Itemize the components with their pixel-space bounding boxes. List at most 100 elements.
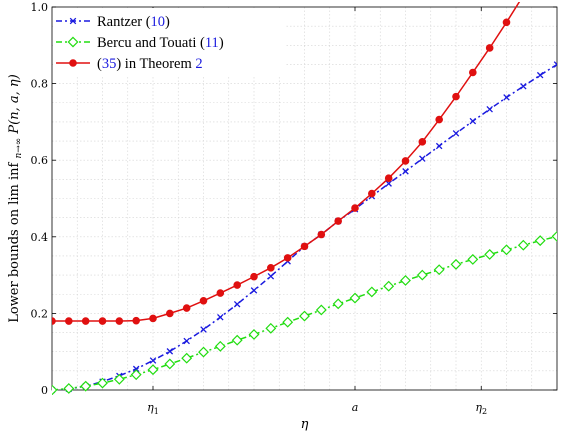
data-point (385, 180, 392, 187)
data-point (267, 272, 275, 280)
data-point (199, 296, 208, 305)
data-point (97, 377, 108, 389)
data-point (517, 239, 529, 251)
data-point (182, 304, 191, 312)
data-point (317, 230, 326, 239)
legend: Rantzer (10) Bercu and Touati (11) (35) in… (53, 8, 285, 76)
data-point (400, 275, 411, 286)
y-tick-label: 0.6 (31, 154, 49, 167)
tick-labels: 0 0.2 0.4 0.6 0.8 1.0 η1 a η2 (31, 1, 488, 416)
data-point (435, 142, 443, 150)
data-point (416, 269, 428, 281)
data-point (65, 317, 73, 325)
data-point (419, 155, 426, 162)
data-point (351, 204, 359, 212)
data-point (401, 157, 410, 165)
data-point (520, 83, 527, 90)
data-point (132, 365, 140, 373)
y-axis-label-main: Lower bounds on lim inf (7, 162, 22, 323)
y-tick-label: 0.2 (31, 307, 49, 320)
data-point (418, 138, 427, 146)
data-point (200, 326, 207, 333)
data-point (265, 322, 277, 334)
data-point (183, 337, 190, 345)
y-axis-label: Lower bounds on lim inf n→∞ P(n, a, η) (7, 74, 25, 323)
data-point (181, 352, 193, 364)
data-point (198, 346, 209, 358)
data-point (69, 17, 77, 25)
data-point (452, 130, 460, 137)
data-point (366, 286, 378, 298)
data-point (469, 117, 477, 125)
data-point (250, 287, 258, 294)
data-point (267, 264, 275, 272)
y-axis-label-sub: n→∞ (14, 138, 24, 159)
data-point (67, 36, 79, 48)
data-point (469, 68, 477, 77)
data-point (503, 94, 510, 101)
data-point (81, 317, 90, 325)
data-point (536, 71, 544, 79)
x-axis-label: η (301, 417, 309, 432)
data-point (113, 373, 125, 385)
data-point (384, 174, 393, 183)
data-point (334, 217, 342, 225)
data-point (553, 61, 557, 68)
data-point (486, 106, 493, 113)
legend-label: Bercu and Touati (11) (97, 35, 224, 51)
series-2 (52, 230, 557, 395)
data-point (501, 244, 512, 256)
y-tick-label: 0.8 (31, 78, 49, 91)
data-point (233, 281, 241, 289)
y-tick-label: 1.0 (31, 1, 49, 14)
data-point (450, 258, 462, 270)
data-point (166, 309, 174, 318)
data-point (250, 272, 258, 281)
data-point (132, 316, 140, 325)
data-point (435, 115, 443, 124)
data-point (299, 310, 310, 322)
legend-item: (35) in Theorem 2 (56, 56, 203, 72)
data-point (433, 264, 445, 276)
data-point (551, 230, 557, 242)
data-point (80, 380, 92, 392)
x-tick-label: η2 (475, 401, 487, 416)
data-point (315, 304, 327, 316)
data-point (349, 292, 361, 304)
y-tick-label: 0.4 (31, 231, 49, 244)
y-axis-label-tail: P(n, a, η) (7, 74, 22, 134)
data-point (502, 18, 511, 27)
y-tick-label: 0 (41, 384, 48, 397)
data-point (149, 357, 157, 364)
data-point (98, 317, 107, 325)
plot-frame (51, 6, 558, 391)
data-point (52, 317, 56, 325)
data-point (283, 254, 292, 262)
x-tick-label: η1 (147, 401, 159, 416)
data-point (217, 313, 224, 321)
data-point (69, 59, 77, 67)
data-point (467, 253, 479, 265)
data-point (216, 289, 225, 297)
legend-item: Rantzer (10) (56, 14, 170, 30)
data-point (282, 316, 294, 328)
data-point (52, 384, 58, 395)
data-point (63, 383, 75, 394)
data-point (484, 248, 496, 260)
data-point (149, 314, 157, 323)
data-point (214, 340, 226, 352)
data-point (485, 44, 494, 52)
data-point (368, 189, 376, 198)
legend-label: (35) in Theorem 2 (97, 56, 203, 72)
legend-box (53, 8, 285, 76)
data-point (164, 358, 176, 370)
data-point (231, 334, 243, 346)
series-3 (52, 2, 521, 325)
data-point (534, 235, 546, 247)
x-tick-label: a (352, 401, 359, 414)
legend-label: Rantzer (10) (97, 14, 170, 30)
data-point (300, 242, 309, 251)
legend-item: Bercu and Touati (11) (56, 35, 224, 51)
data-point (383, 280, 395, 292)
